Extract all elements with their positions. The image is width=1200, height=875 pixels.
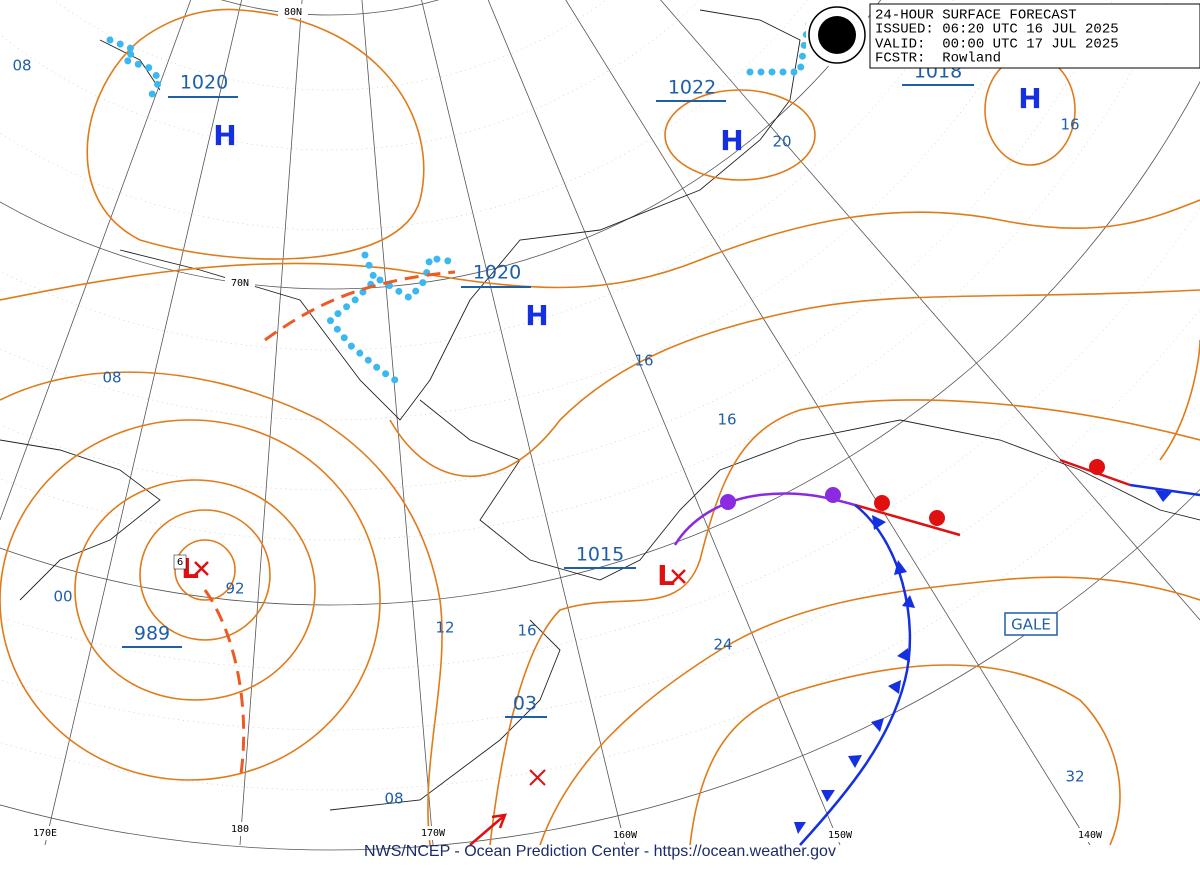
isobar-labels: 08 08 00 92 12 16 16 16 16 20 24 32 08 xyxy=(12,57,1084,808)
station-label: 6 xyxy=(177,557,183,568)
lat-label: 70N xyxy=(231,278,249,289)
coastlines xyxy=(0,9,1200,811)
isobar-label: 24 xyxy=(713,636,732,654)
high-symbol: H xyxy=(213,119,236,152)
header-box: 24-HOUR SURFACE FORECAST ISSUED: 06:20 U… xyxy=(806,3,1200,69)
troughs xyxy=(203,270,456,781)
header-line: 24-HOUR SURFACE FORECAST xyxy=(875,8,1077,24)
central-pressure: 1022 xyxy=(668,77,716,99)
warning-label: GALE xyxy=(1011,616,1051,634)
header-line: FCSTR: Rowland xyxy=(875,51,1001,67)
lon-label: 140W xyxy=(1078,830,1103,841)
central-pressure: 1015 xyxy=(576,544,624,566)
isobar-label: 12 xyxy=(435,619,454,637)
central-pressure: 03 xyxy=(513,693,537,715)
gale-warning: GALE xyxy=(1004,612,1058,636)
isobar-label: 16 xyxy=(717,411,736,429)
isobar-label: 08 xyxy=(102,369,121,387)
lat-label: 80N xyxy=(284,7,302,18)
central-pressure: 1020 xyxy=(180,72,228,94)
isobar-label: 16 xyxy=(1060,116,1079,134)
header-line: VALID: 00:00 UTC 17 JUL 2025 xyxy=(875,37,1119,53)
isobar-label: 08 xyxy=(12,57,31,75)
central-pressure: 1020 xyxy=(473,262,521,284)
isobar-label: 08 xyxy=(384,790,403,808)
low-symbol: L xyxy=(657,559,675,592)
isobars xyxy=(0,8,1200,846)
lon-label: 180 xyxy=(231,824,249,835)
high-symbol: H xyxy=(720,124,743,157)
isobar-label: 32 xyxy=(1065,768,1084,786)
isobar-label: 00 xyxy=(53,588,72,606)
isobar-label: 92 xyxy=(225,580,244,598)
isobar-label: 16 xyxy=(634,352,653,370)
high-symbol: H xyxy=(1018,82,1041,115)
map-background xyxy=(0,0,1200,845)
footer-credit: NWS/NCEP - Ocean Prediction Center - htt… xyxy=(364,843,836,860)
lon-label: 160W xyxy=(613,830,638,841)
high-symbol: H xyxy=(525,299,548,332)
fronts xyxy=(194,458,1200,846)
lon-label: 150W xyxy=(828,830,853,841)
isobar-label: 20 xyxy=(772,133,791,151)
isobar-label: 16 xyxy=(517,622,536,640)
grid-labels: 80N 70N 170E 180 170W 160W 150W 140W xyxy=(28,4,1107,842)
header-line: ISSUED: 06:20 UTC 16 JUL 2025 xyxy=(875,22,1119,38)
lon-label: 170W xyxy=(421,828,446,839)
graticule xyxy=(0,0,1200,851)
lon-label: 170E xyxy=(33,828,57,839)
pressure-centers: H H H H L L 1020 1022 1018 1020 1015 989… xyxy=(122,61,1042,718)
central-pressure: 989 xyxy=(134,623,170,645)
ice-edges xyxy=(106,16,814,384)
